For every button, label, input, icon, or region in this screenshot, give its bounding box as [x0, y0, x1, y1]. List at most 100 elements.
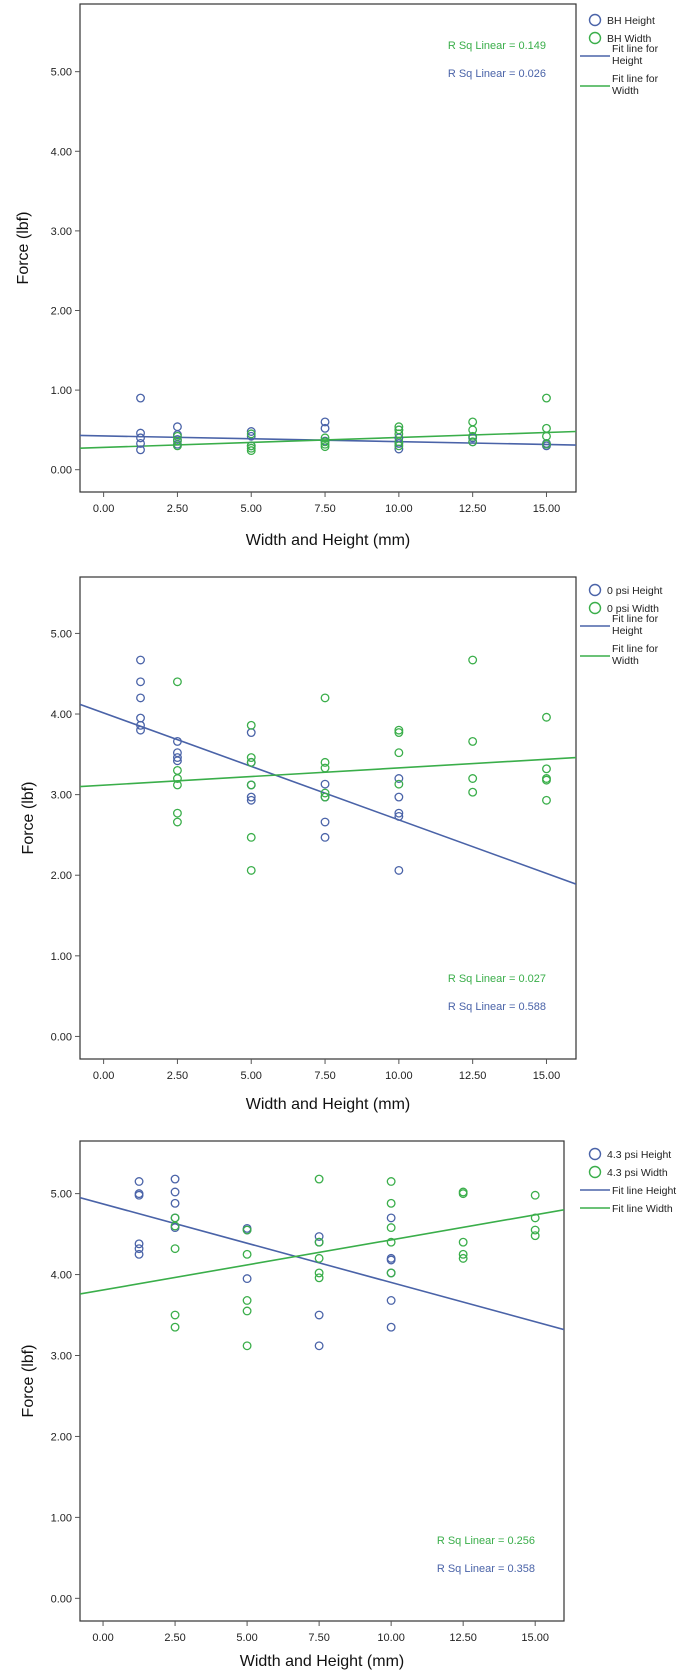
- height-point: [134, 1177, 144, 1186]
- y-tick-label: 4.00: [51, 146, 72, 158]
- height-point: [386, 1213, 396, 1223]
- width-point: [468, 417, 478, 427]
- width-point: [542, 775, 551, 785]
- width-point: [314, 1174, 324, 1184]
- height-point: [386, 1255, 396, 1265]
- width-point: [542, 712, 551, 722]
- x-tick-label: 5.00: [241, 1070, 262, 1082]
- rsq-label-height: R Sq Linear = 0.588: [448, 1001, 546, 1013]
- width-point: [458, 1249, 468, 1259]
- width-point: [242, 1296, 252, 1305]
- width-point: [172, 677, 182, 687]
- width-point: [386, 1223, 396, 1233]
- height-point: [246, 728, 256, 738]
- x-tick-label: 5.00: [241, 503, 262, 515]
- height-point: [134, 1190, 144, 1200]
- x-tick-label: 15.00: [521, 1632, 549, 1644]
- width-point: [458, 1253, 468, 1263]
- legend-label: Fit line Height: [612, 1185, 676, 1197]
- width-point: [542, 423, 551, 433]
- width-point: [394, 728, 404, 738]
- width-point: [542, 795, 551, 805]
- x-tick-label: 7.50: [314, 503, 335, 515]
- x-tick-label: 7.50: [308, 1632, 329, 1644]
- x-tick-label: 12.50: [449, 1632, 477, 1644]
- legend-label: 4.3 psi Width: [607, 1167, 668, 1179]
- y-axis-title: Force (lbf): [15, 212, 32, 285]
- legend-label: BH Height: [607, 15, 655, 27]
- height-point: [136, 693, 145, 703]
- y-tick-label: 1.00: [51, 1512, 72, 1524]
- y-tick-label: 1.00: [51, 951, 72, 963]
- width-point: [242, 1249, 252, 1259]
- legend-label-line: Fit line for: [612, 43, 659, 55]
- data-layer: [80, 655, 576, 885]
- height-point: [242, 1274, 252, 1284]
- legend-marker: [588, 1165, 602, 1179]
- y-tick-label: 0.00: [51, 1593, 72, 1605]
- width-point: [246, 429, 256, 439]
- height-point: [136, 393, 145, 403]
- width-point: [172, 765, 182, 775]
- legend-label-line: Height: [612, 55, 642, 67]
- height-point: [394, 808, 404, 818]
- fit-line-width: [80, 756, 576, 788]
- x-axis-title: Width and Height (mm): [246, 532, 411, 549]
- width-point: [542, 431, 551, 441]
- width-point: [386, 1268, 396, 1278]
- rsq-label-height: R Sq Linear = 0.026: [448, 68, 546, 80]
- height-point: [136, 725, 145, 735]
- x-tick-label: 0.00: [93, 1070, 114, 1082]
- width-point: [172, 436, 182, 446]
- width-point: [320, 442, 330, 452]
- legend-marker: [588, 1147, 602, 1161]
- legend-label: 0 psi Height: [607, 585, 663, 597]
- x-tick-label: 12.50: [459, 503, 487, 515]
- height-point: [136, 438, 145, 448]
- width-point: [170, 1213, 180, 1223]
- width-point: [468, 655, 478, 665]
- x-tick-label: 2.50: [167, 503, 188, 515]
- width-point: [246, 757, 256, 767]
- height-point: [320, 417, 330, 427]
- width-point: [320, 439, 330, 449]
- x-tick-label: 2.50: [167, 1070, 188, 1082]
- height-point: [136, 720, 145, 730]
- width-point: [246, 446, 256, 456]
- x-tick-label: 10.00: [385, 1070, 413, 1082]
- y-tick-label: 1.00: [51, 385, 72, 397]
- width-point: [530, 1190, 540, 1200]
- width-point: [468, 431, 478, 441]
- width-point: [246, 780, 256, 790]
- height-point: [172, 736, 182, 746]
- data-layer: [80, 393, 576, 456]
- width-point: [320, 792, 330, 802]
- width-point: [458, 1189, 468, 1199]
- y-tick-label: 3.00: [51, 1351, 72, 1363]
- y-tick-label: 2.00: [51, 1431, 72, 1443]
- x-tick-label: 0.00: [92, 1632, 113, 1644]
- rsq-label-width: R Sq Linear = 0.149: [448, 40, 546, 52]
- height-point: [136, 713, 145, 723]
- width-point: [394, 725, 404, 735]
- width-point: [246, 443, 256, 453]
- width-point: [172, 808, 182, 818]
- y-tick-label: 5.00: [51, 67, 72, 79]
- height-point: [386, 1322, 396, 1332]
- y-tick-label: 4.00: [51, 709, 72, 721]
- width-point: [530, 1231, 540, 1241]
- legend-marker: [588, 13, 602, 27]
- plot-frame: [79, 576, 577, 1060]
- legend-label: 0 psi Width: [607, 603, 659, 615]
- legend-marker: [588, 31, 602, 45]
- width-point: [172, 817, 182, 827]
- width-point: [242, 1306, 252, 1316]
- x-axis-title: Width and Height (mm): [246, 1096, 411, 1113]
- height-point: [394, 774, 404, 783]
- x-tick-label: 10.00: [377, 1632, 405, 1644]
- y-tick-label: 0.00: [51, 465, 72, 477]
- height-point: [172, 756, 182, 766]
- width-point: [320, 757, 330, 767]
- legend-label: Fit line for Width: [612, 643, 659, 667]
